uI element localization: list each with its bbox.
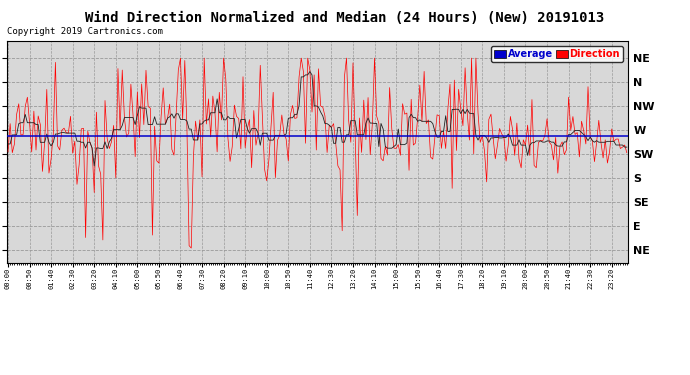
Text: Wind Direction Normalized and Median (24 Hours) (New) 20191013: Wind Direction Normalized and Median (24… bbox=[86, 11, 604, 25]
Text: Copyright 2019 Cartronics.com: Copyright 2019 Cartronics.com bbox=[7, 27, 163, 36]
Legend: Average, Direction: Average, Direction bbox=[491, 46, 623, 62]
